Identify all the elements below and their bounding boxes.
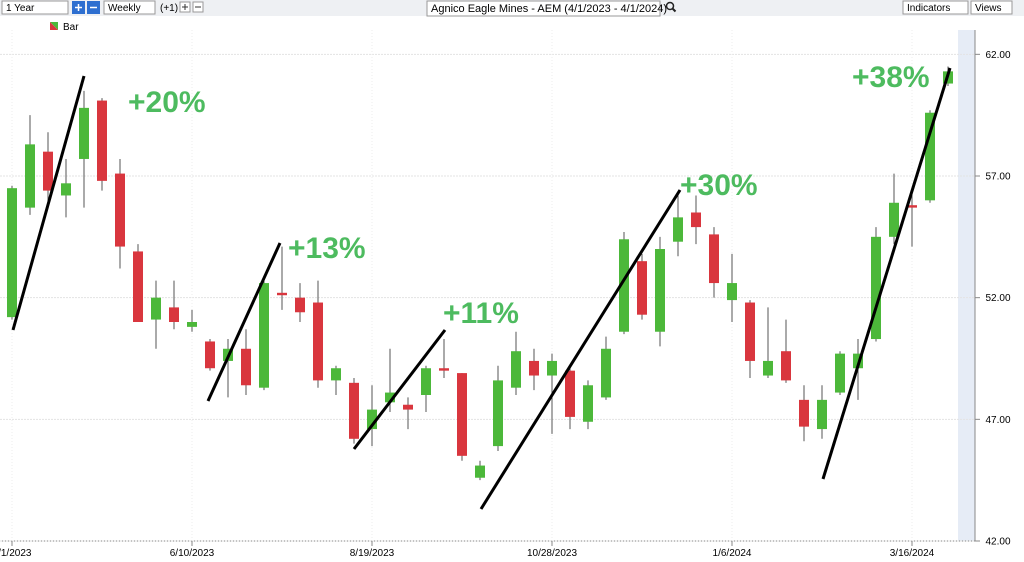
candle-body [529,360,539,376]
candle-body [493,380,503,447]
candle-body [709,234,719,284]
y-tick-label: 52.00 [985,293,1010,304]
candle-body [763,360,773,376]
candle-body [457,373,467,456]
x-tick-label: 1/6/2024 [713,548,752,559]
zoom-icons [75,4,97,11]
candle-body [277,292,287,296]
offset-label: (+1) [160,3,178,14]
candle-body [601,348,611,398]
offset-icons [182,4,201,10]
candle-body [421,368,431,395]
candle-body [349,382,359,439]
y-tick-label: 62.00 [985,50,1010,61]
candle-body [889,202,899,237]
candle-body [727,283,737,301]
candle-body [331,368,341,381]
candle-body [205,341,215,369]
candle-body [79,107,89,159]
candle-body [97,100,107,181]
y-tick-label: 57.00 [985,172,1010,183]
trend-line [11,75,86,331]
annotation: +11% [443,297,519,330]
indicators-label: Indicators [907,3,950,14]
candle-body [295,297,305,313]
candle-body [25,144,35,208]
range-label: 1 Year [6,3,35,14]
candle-body [547,360,557,376]
candle-body [241,348,251,386]
annotation: +30% [680,169,758,202]
future-band [958,30,975,541]
range-select[interactable] [1,0,69,15]
legend-label: Bar [63,22,79,33]
chart-title: Agnico Eagle Mines - AEM (4/1/2023 - 4/1… [431,3,667,15]
candle-body [565,370,575,417]
annotation: +20% [128,86,206,119]
candle-body [511,351,521,388]
candle-body [403,404,413,410]
search-icon[interactable] [665,1,675,11]
candle-body [871,236,881,340]
candle-body [439,368,449,371]
legend-icon-down [50,22,58,30]
candle-body [115,173,125,247]
trend-line [479,189,682,510]
candle-body [799,399,809,427]
x-tick-label: 3/16/2024 [890,548,935,559]
trend-line [352,329,447,450]
interval-select[interactable] [103,0,156,15]
candle-body [259,283,269,388]
candle-body [781,351,791,381]
candle-body [133,251,143,322]
y-tick-label: 47.00 [985,415,1010,426]
trend-line [206,242,282,402]
candle-body [169,307,179,322]
candle-body [691,212,701,228]
candle-body [367,409,377,430]
views-button[interactable] [970,0,1013,15]
search-handle [671,7,677,13]
trend-line [821,67,952,480]
title-box[interactable] [426,0,661,17]
x-tick-label: 4/1/2023 [0,548,32,559]
candle-body [817,399,827,430]
candle-body [745,302,755,361]
candle-body [7,188,17,318]
annotation: +13% [288,232,366,265]
candle-body [925,112,935,201]
candle-body [475,465,485,478]
candle-body [907,205,917,208]
candle-body [673,217,683,242]
y-tick-label: 42.00 [985,537,1010,548]
candle-body [151,297,161,320]
candle-body [655,249,665,332]
candle-body [835,353,845,393]
x-tick-label: 6/10/2023 [170,548,215,559]
candle-body [43,151,53,191]
indicators-button[interactable] [902,0,969,15]
candle-body [583,385,593,422]
x-tick-label: 8/19/2023 [350,548,395,559]
views-label: Views [975,3,1002,14]
annotation: +38% [852,61,930,94]
candle-body [313,302,323,381]
x-tick-label: 10/28/2023 [527,548,577,559]
candle-body [637,261,647,315]
candle-body [619,239,629,332]
interval-label: Weekly [108,3,141,14]
candle-body [187,322,197,327]
candle-body [385,392,395,403]
candle-body [61,183,71,196]
